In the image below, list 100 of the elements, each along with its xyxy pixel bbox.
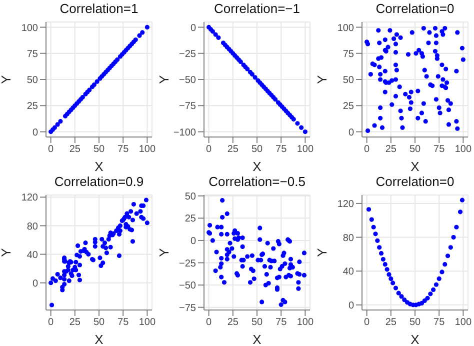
y-tick-label: 75 (342, 48, 354, 60)
point (388, 276, 394, 282)
point (299, 125, 304, 130)
y-tick-label: −25 (179, 258, 196, 270)
y-tick-label: 0 (32, 127, 38, 138)
y-tick-label: −25 (179, 48, 196, 60)
point (302, 129, 308, 134)
x-tick-label: 100 (138, 317, 156, 328)
point (94, 79, 100, 84)
point (80, 94, 85, 100)
point (390, 280, 396, 286)
x-tick-label: 50 (251, 144, 263, 156)
x-tick-label: 25 (227, 144, 239, 156)
x-axis-title: X (410, 159, 420, 174)
x-axis-title: X (410, 332, 420, 346)
point (402, 298, 407, 302)
x-tick-label: 100 (296, 144, 314, 156)
point (133, 37, 138, 42)
y-tick-label: −50 (179, 75, 196, 86)
y-tick-label: 120 (21, 192, 38, 204)
y-tick-label: 40 (26, 250, 38, 261)
point (440, 270, 444, 274)
y-tick-label: 0 (348, 300, 354, 312)
point (442, 262, 448, 267)
y-tick-label: −75 (179, 302, 196, 314)
y-tick-label: 120 (337, 199, 354, 210)
y-tick-label: 25 (342, 101, 354, 112)
y-tick-label: 80 (26, 221, 38, 232)
point (454, 224, 459, 230)
point (434, 282, 438, 287)
x-tick-label: 0 (48, 144, 54, 156)
point (238, 59, 243, 64)
point (380, 256, 386, 262)
x-tick-label: 0 (48, 317, 54, 328)
y-tick-label: −75 (179, 101, 196, 112)
x-axis-title: X (94, 159, 104, 174)
y-tick-label: 75 (26, 48, 38, 60)
y-tick-label: 0 (348, 127, 354, 138)
x-tick-label: 75 (434, 144, 446, 156)
x-tick-label: 25 (385, 144, 397, 156)
x-tick-label: 0 (206, 144, 212, 156)
x-tick-label: 50 (409, 317, 421, 328)
point (431, 287, 436, 292)
x-tick-label: 50 (251, 317, 263, 328)
point (445, 254, 450, 258)
x-tick-label: 75 (118, 317, 130, 328)
y-axis-title: Y (0, 248, 14, 257)
chart-title: Correlation=−0.5 (208, 173, 306, 191)
point (140, 30, 145, 35)
chart-title: Correlation=1 (58, 0, 140, 18)
y-tick-label: −100 (173, 127, 196, 138)
point (373, 232, 378, 236)
point (58, 119, 63, 124)
point (451, 234, 456, 240)
x-tick-label: 0 (364, 144, 370, 156)
x-tick-label: 25 (227, 317, 239, 328)
point (291, 116, 296, 122)
y-axis-title: Y (156, 74, 172, 84)
y-tick-label: 50 (26, 75, 38, 86)
point (92, 82, 96, 88)
x-tick-label: 0 (206, 317, 212, 328)
point (448, 245, 453, 250)
y-tick-label: 80 (342, 232, 354, 244)
y-tick-label: 50 (342, 75, 354, 86)
y-axis-title: Y (0, 74, 14, 84)
chart-title: Correlation=0.9 (53, 173, 145, 191)
point (436, 276, 442, 282)
x-tick-label: 100 (454, 144, 472, 156)
point (399, 294, 404, 299)
x-tick-label: 50 (93, 144, 105, 156)
y-tick-label: 0 (32, 278, 38, 290)
point (250, 72, 254, 77)
point (377, 245, 382, 250)
point (115, 57, 120, 62)
y-tick-label: −50 (179, 280, 196, 292)
y-tick-label: 25 (26, 101, 38, 112)
x-tick-label: 50 (409, 144, 421, 156)
point (375, 238, 380, 243)
point (213, 32, 218, 37)
x-tick-label: 75 (434, 317, 446, 328)
point (384, 267, 390, 272)
x-tick-label: 25 (69, 317, 81, 328)
x-tick-label: 100 (454, 317, 472, 328)
point (137, 33, 142, 38)
point (371, 224, 376, 230)
x-tick-label: 25 (385, 317, 397, 328)
y-tick-label: 100 (21, 22, 38, 34)
point (273, 97, 278, 102)
x-tick-label: 75 (276, 144, 288, 156)
x-tick-label: 25 (69, 144, 81, 156)
point (55, 122, 60, 127)
point (386, 272, 392, 277)
y-axis-title: Y (314, 248, 330, 257)
point (295, 121, 300, 126)
point (422, 298, 427, 303)
x-axis-title: X (252, 332, 262, 346)
x-axis-title: X (94, 332, 104, 346)
x-tick-label: 50 (93, 317, 105, 328)
point (216, 35, 221, 40)
y-tick-label: 40 (342, 266, 354, 278)
